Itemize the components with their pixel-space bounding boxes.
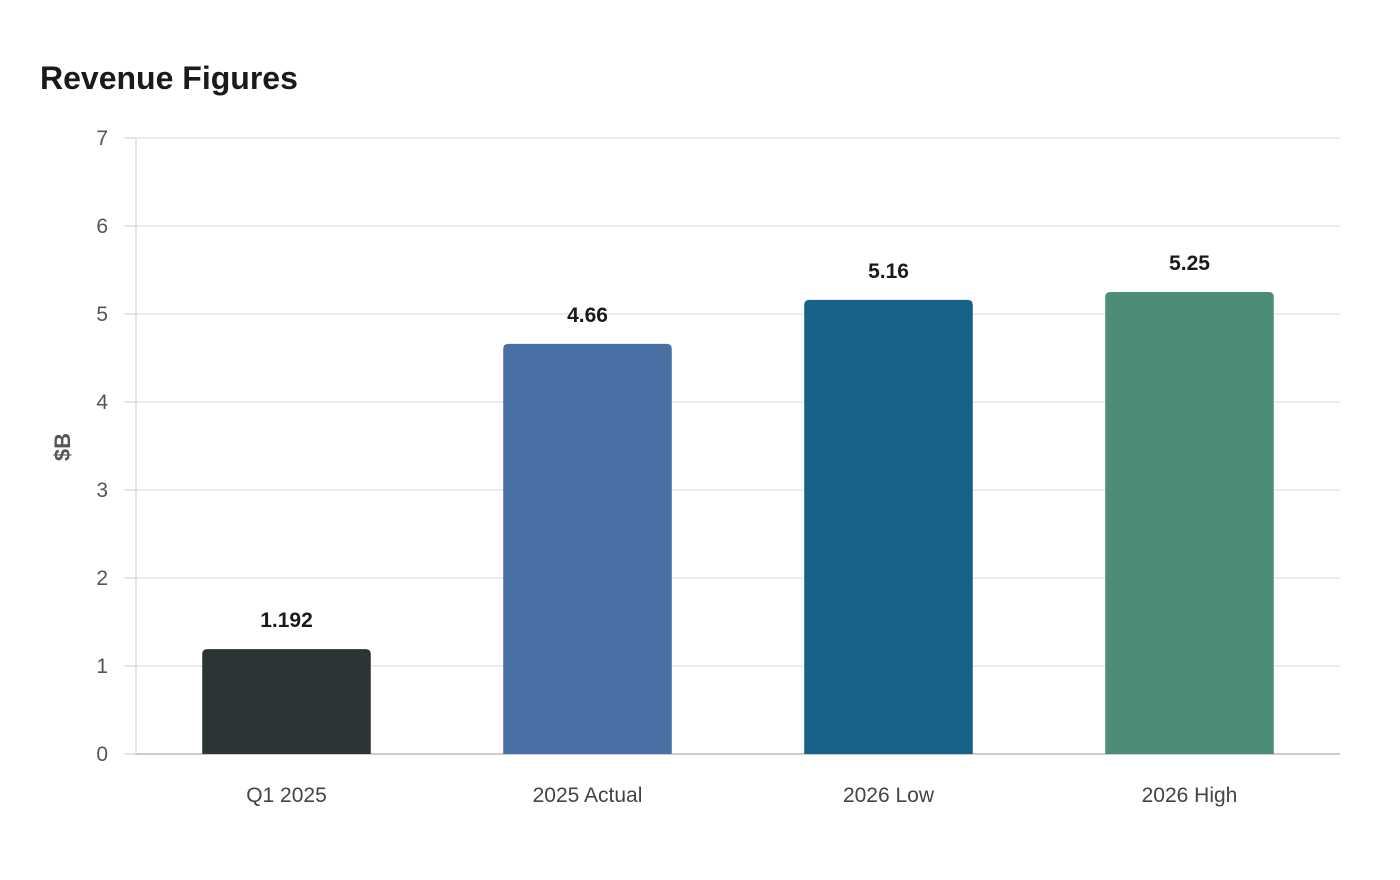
bar <box>202 649 371 754</box>
chart-title: Revenue Figures <box>40 60 298 96</box>
bar-value-label: 1.192 <box>260 609 313 632</box>
x-tick-labels: Q1 2025 2025 Actual 2026 Low 2026 High <box>246 784 1237 807</box>
y-tick-label: 2 <box>96 567 108 590</box>
y-tick-label: 4 <box>96 391 108 414</box>
y-tick-label: 3 <box>96 479 108 502</box>
x-tick-label: 2026 Low <box>843 784 935 807</box>
bar <box>503 343 672 754</box>
bar <box>1105 292 1274 754</box>
x-tick-label: 2026 High <box>1142 784 1238 807</box>
bar-value-label: 5.16 <box>868 260 909 283</box>
y-tick-label: 6 <box>96 215 108 238</box>
bar-value-label: 4.66 <box>567 304 608 327</box>
y-tick-label: 5 <box>96 303 108 326</box>
x-tick-label: 2025 Actual <box>533 784 643 807</box>
y-tick-label: 7 <box>96 127 108 150</box>
y-tick-label: 0 <box>96 743 108 766</box>
bar <box>804 299 973 754</box>
x-tick-label: Q1 2025 <box>246 784 327 807</box>
bars <box>202 292 1274 754</box>
bar-value-label: 5.25 <box>1169 252 1210 275</box>
y-tick-label: 1 <box>96 655 108 678</box>
data-labels: 1.192 4.66 5.16 5.25 <box>260 252 1210 632</box>
y-axis-title: $B <box>50 433 75 461</box>
y-tick-labels: 0 1 2 3 4 5 6 7 <box>96 127 108 766</box>
